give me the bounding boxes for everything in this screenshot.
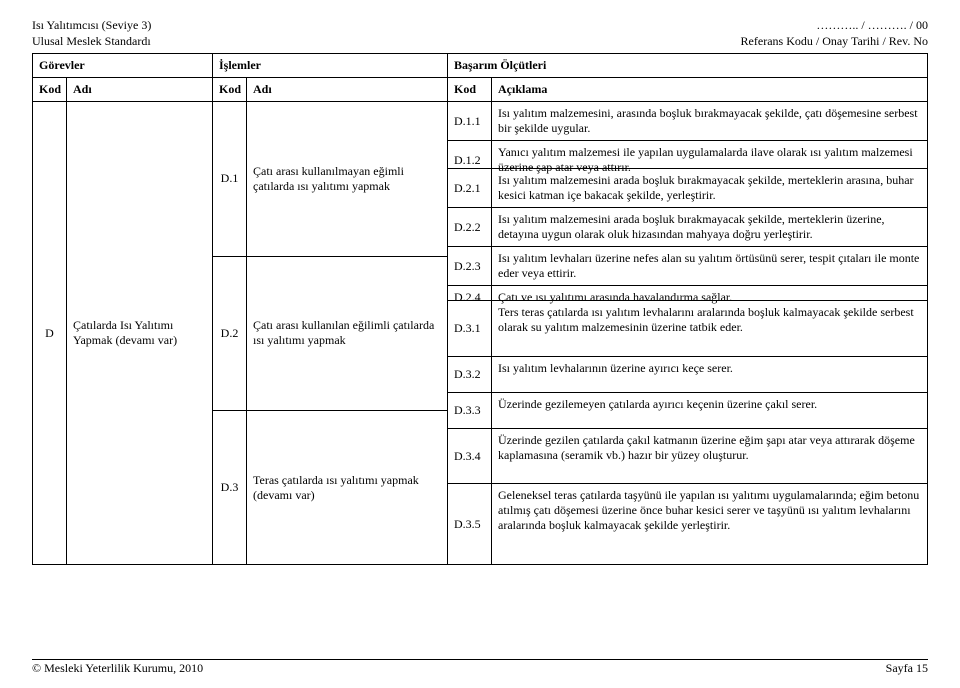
basarim-text: Isı yalıtım levhaları üzerine nefes alan… — [492, 247, 927, 285]
basarim-text: Ters teras çatılarda ısı yalıtım levhala… — [492, 301, 927, 356]
subhead-adi-1: Adı — [67, 78, 213, 101]
subhead-kod-1: Kod — [33, 78, 67, 101]
basarim-row: D.2.3 Isı yalıtım levhaları üzerine nefe… — [448, 246, 927, 285]
header-right: ……….. / ………. / 00 Referans Kodu / Onay T… — [741, 18, 928, 49]
basarim-row: D.3.3 Üzerinde gezilemeyen çatılarda ayı… — [448, 392, 927, 428]
basarim-text: Isı yalıtım malzemesini arada boşluk bır… — [492, 169, 927, 207]
islem-adi: Teras çatılarda ısı yalıtımı yapmak (dev… — [247, 411, 447, 564]
basarim-row: D.3.4 Üzerinde gezilen çatılarda çakıl k… — [448, 428, 927, 484]
basarim-kod: D.1.1 — [448, 102, 492, 140]
basarim-kod: D.2.3 — [448, 247, 492, 285]
islem-row: D.3 Teras çatılarda ısı yalıtımı yapmak … — [213, 410, 447, 564]
basarim-text: Geleneksel teras çatılarda taşyünü ile y… — [492, 484, 927, 564]
islem-row: D.1 Çatı arası kullanılmayan eğimli çatı… — [213, 102, 447, 255]
basarim-group-d2: D.2.1 Isı yalıtım malzemesini arada boşl… — [448, 168, 927, 300]
basarim-row: D.3.1 Ters teras çatılarda ısı yalıtım l… — [448, 301, 927, 356]
basarim-kod: D.2.2 — [448, 208, 492, 246]
islem-kod: D.3 — [213, 411, 247, 564]
header-left: Isı Yalıtımcısı (Seviye 3) Ulusal Meslek… — [32, 18, 151, 49]
subhead-kod-2: Kod — [213, 78, 247, 101]
basarim-row: D.2.2 Isı yalıtım malzemesini arada boşl… — [448, 207, 927, 246]
basarim-text: Isı yalıtım malzemesini, arasında boşluk… — [492, 102, 927, 140]
header-left-line1: Isı Yalıtımcısı (Seviye 3) — [32, 18, 151, 34]
page-footer: © Mesleki Yeterlilik Kurumu, 2010 Sayfa … — [32, 657, 928, 676]
basarim-row: D.3.2 Isı yalıtım levhalarının üzerine a… — [448, 356, 927, 392]
basarim-column: D.1.1 Isı yalıtım malzemesini, arasında … — [448, 102, 927, 564]
islem-adi: Çatı arası kullanılan eğilimli çatılarda… — [247, 257, 447, 410]
basarim-group-d1: D.1.1 Isı yalıtım malzemesini, arasında … — [448, 102, 927, 168]
footer-left: © Mesleki Yeterlilik Kurumu, 2010 — [32, 661, 203, 676]
task-kod-cell: D — [33, 102, 67, 564]
basarim-row: D.1.1 Isı yalıtım malzemesini, arasında … — [448, 102, 927, 140]
basarim-group-d3: D.3.1 Ters teras çatılarda ısı yalıtım l… — [448, 300, 927, 564]
subhead-adi-2: Adı — [247, 78, 448, 101]
islem-kod: D.1 — [213, 102, 247, 255]
islemler-column: D.1 Çatı arası kullanılmayan eğimli çatı… — [213, 102, 448, 564]
task-adi-cell: Çatılarda Isı Yalıtımı Yapmak (devamı va… — [67, 102, 213, 564]
main-table: D Çatılarda Isı Yalıtımı Yapmak (devamı … — [32, 101, 928, 565]
basarim-text: Üzerinde gezilen çatılarda çakıl katmanı… — [492, 429, 927, 484]
head-islemler: İşlemler — [213, 54, 448, 77]
header-right-line1: ……….. / ………. / 00 — [741, 18, 928, 34]
basarim-kod: D.3.3 — [448, 393, 492, 428]
basarim-kod: D.2.1 — [448, 169, 492, 207]
basarim-text: Isı yalıtım levhalarının üzerine ayırıcı… — [492, 357, 927, 392]
basarim-row: D.3.5 Geleneksel teras çatılarda taşyünü… — [448, 483, 927, 564]
islem-adi: Çatı arası kullanılmayan eğimli çatılard… — [247, 102, 447, 255]
column-headers: Görevler İşlemler Başarım Ölçütleri Kod … — [32, 53, 928, 101]
header-left-line2: Ulusal Meslek Standardı — [32, 34, 151, 50]
basarim-text: Üzerinde gezilemeyen çatılarda ayırıcı k… — [492, 393, 927, 428]
subhead-aciklama: Açıklama — [492, 78, 927, 101]
header-right-line2: Referans Kodu / Onay Tarihi / Rev. No — [741, 34, 928, 50]
head-basarim: Başarım Ölçütleri — [448, 54, 927, 77]
basarim-kod: D.3.1 — [448, 301, 492, 356]
subhead-kod-3: Kod — [448, 78, 492, 101]
head-gorevler: Görevler — [33, 54, 213, 77]
basarim-row: D.2.1 Isı yalıtım malzemesini arada boşl… — [448, 169, 927, 207]
islem-kod: D.2 — [213, 257, 247, 410]
task-kod: D — [45, 326, 54, 341]
basarim-kod: D.3.5 — [448, 484, 492, 564]
islem-row: D.2 Çatı arası kullanılan eğilimli çatıl… — [213, 256, 447, 410]
basarim-kod: D.3.4 — [448, 429, 492, 484]
footer-right: Sayfa 15 — [886, 661, 928, 676]
task-adi: Çatılarda Isı Yalıtımı Yapmak (devamı va… — [73, 318, 206, 348]
basarim-kod: D.3.2 — [448, 357, 492, 392]
page-header: Isı Yalıtımcısı (Seviye 3) Ulusal Meslek… — [32, 18, 928, 49]
basarim-text: Isı yalıtım malzemesini arada boşluk bır… — [492, 208, 927, 246]
